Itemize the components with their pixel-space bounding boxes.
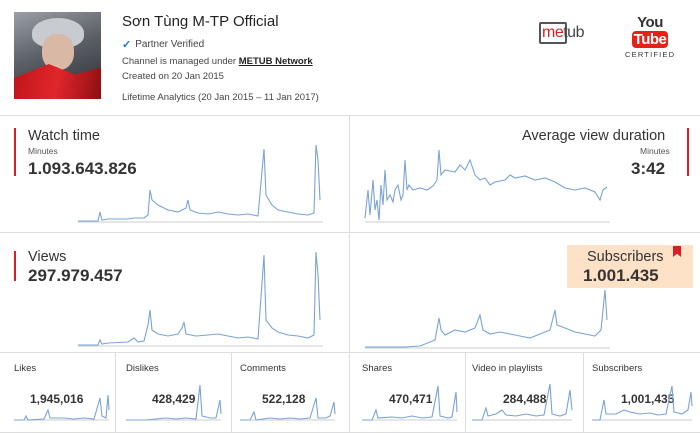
watch-time-sparkline	[78, 144, 323, 223]
dislikes-sparkline	[126, 384, 222, 421]
playlists-value: 284,488	[503, 392, 547, 406]
divider	[0, 232, 700, 233]
lifetime-range: Lifetime Analytics (20 Jan 2015 – 11 Jan…	[122, 92, 319, 103]
views-title: Views	[28, 249, 67, 265]
partner-verified: ✓ Partner Verified	[122, 38, 204, 51]
small-subscribers-value: 1,001,435	[621, 392, 675, 406]
dislikes-title: Dislikes	[126, 363, 159, 374]
tv-icon	[539, 22, 567, 44]
youtube-certified-logo: YouTube CERTIFIED	[625, 14, 675, 59]
channel-avatar	[14, 12, 101, 99]
playlists-title: Video in playlists	[472, 363, 543, 374]
subscribers-sparkline	[365, 289, 610, 349]
accent-bar	[687, 128, 689, 176]
divider	[115, 352, 116, 432]
views-value: 297.979.457	[28, 266, 123, 285]
metub-logo-me: me	[542, 24, 564, 41]
channel-name: Sơn Tùng M-TP Official	[122, 13, 279, 30]
small-subscribers-title: Subscribers	[592, 363, 643, 374]
check-icon: ✓	[122, 39, 132, 51]
youtube-certified-label: CERTIFIED	[625, 50, 676, 59]
accent-bar	[14, 251, 16, 281]
watch-time-value: 1.093.643.826	[28, 159, 137, 178]
managed-prefix: Channel is managed under	[122, 56, 239, 67]
divider	[349, 115, 350, 352]
metub-logo-tub: tub	[563, 24, 584, 41]
watch-time-unit: Minutes	[28, 146, 58, 156]
shares-title: Shares	[362, 363, 393, 374]
network-link[interactable]: METUB Network	[238, 56, 313, 67]
divider	[0, 115, 700, 116]
subscribers-title: Subscribers	[587, 249, 664, 265]
partner-verified-label: Partner Verified	[135, 39, 205, 50]
likes-value: 1,945,016	[30, 392, 84, 406]
managed-line: Channel is managed under METUB Network	[122, 56, 313, 67]
youtube-logo-tube: Tube	[631, 31, 669, 48]
divider	[349, 352, 350, 432]
divider	[583, 352, 584, 432]
bookmark-flag-icon	[673, 246, 681, 257]
comments-value: 522,128	[262, 392, 306, 406]
avg-duration-title: Average view duration	[522, 128, 666, 144]
avg-duration-value: 3:42	[631, 159, 666, 178]
likes-sparkline	[14, 394, 110, 421]
avg-duration-unit: Minutes	[640, 146, 670, 156]
likes-title: Likes	[14, 363, 37, 374]
metub-logo: metub	[539, 14, 601, 46]
playlists-sparkline	[472, 383, 573, 421]
avg-duration-sparkline	[364, 149, 610, 223]
shares-sparkline	[362, 385, 458, 421]
small-subscribers-sparkline	[592, 385, 693, 421]
comments-title: Comments	[240, 363, 286, 374]
comments-sparkline	[240, 397, 336, 421]
divider	[231, 352, 232, 432]
watch-time-title: Watch time	[28, 128, 100, 144]
divider	[0, 352, 700, 353]
shares-value: 470,471	[389, 392, 433, 406]
created-date: Created on 20 Jan 2015	[122, 71, 224, 82]
subscribers-highlight	[567, 245, 693, 288]
divider	[465, 352, 466, 432]
accent-bar	[14, 128, 16, 176]
youtube-logo-you: You	[637, 14, 663, 31]
views-sparkline	[78, 251, 323, 347]
dislikes-value: 428,429	[152, 392, 196, 406]
subscribers-value: 1.001.435	[583, 266, 659, 285]
